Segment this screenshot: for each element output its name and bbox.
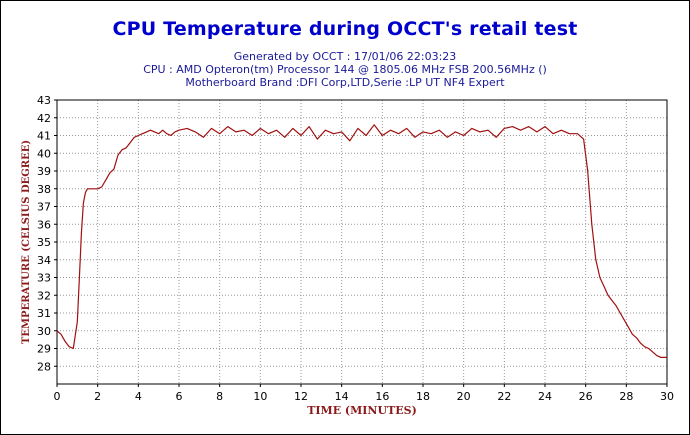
- y-tick-label: 31: [37, 307, 51, 320]
- x-tick-label: 8: [216, 390, 223, 403]
- y-tick-label: 28: [37, 360, 51, 373]
- subtitle-cpu: CPU : AMD Opteron(tm) Processor 144 @ 18…: [143, 63, 547, 76]
- x-tick-label: 14: [335, 390, 349, 403]
- x-tick-label: 12: [294, 390, 308, 403]
- y-tick-label: 32: [37, 289, 51, 302]
- x-tick-label: 16: [375, 390, 389, 403]
- y-tick-label: 39: [37, 165, 51, 178]
- x-tick-label: 28: [619, 390, 633, 403]
- y-axis-label: TEMPERATURE (CELSIUS DEGREE): [21, 140, 32, 344]
- x-tick-label: 6: [176, 390, 183, 403]
- x-tick-label: 22: [497, 390, 511, 403]
- y-tick-label: 38: [37, 183, 51, 196]
- x-tick-label: 26: [579, 390, 593, 403]
- y-tick-label: 29: [37, 343, 51, 356]
- y-tick-label: 33: [37, 272, 51, 285]
- subtitle-generated: Generated by OCCT : 17/01/06 22:03:23: [233, 50, 457, 63]
- y-tick-label: 42: [37, 112, 51, 125]
- x-axis-label: TIME (MINUTES): [307, 404, 417, 417]
- y-tick-label: 34: [37, 254, 51, 267]
- x-tick-label: 0: [54, 390, 61, 403]
- x-tick-label: 24: [538, 390, 552, 403]
- y-tick-label: 41: [37, 130, 51, 143]
- x-tick-label: 2: [94, 390, 101, 403]
- y-tick-label: 37: [37, 201, 51, 214]
- y-tick-label: 40: [37, 147, 51, 160]
- x-tick-label: 10: [253, 390, 267, 403]
- x-tick-label: 4: [135, 390, 142, 403]
- y-tick-label: 36: [37, 218, 51, 231]
- subtitle-motherboard: Motherboard Brand :DFI Corp,LTD,Serie :L…: [185, 76, 505, 89]
- y-tick-label: 30: [37, 325, 51, 338]
- plot-area: [57, 100, 667, 384]
- temperature-series-line: [56, 124, 667, 358]
- y-tick-label: 35: [37, 236, 51, 249]
- y-tick-label: 43: [37, 94, 51, 107]
- x-tick-label: 20: [457, 390, 471, 403]
- chart-title: CPU Temperature during OCCT's retail tes…: [112, 18, 578, 40]
- x-tick-label: 18: [416, 390, 430, 403]
- x-tick-label: 30: [660, 390, 674, 403]
